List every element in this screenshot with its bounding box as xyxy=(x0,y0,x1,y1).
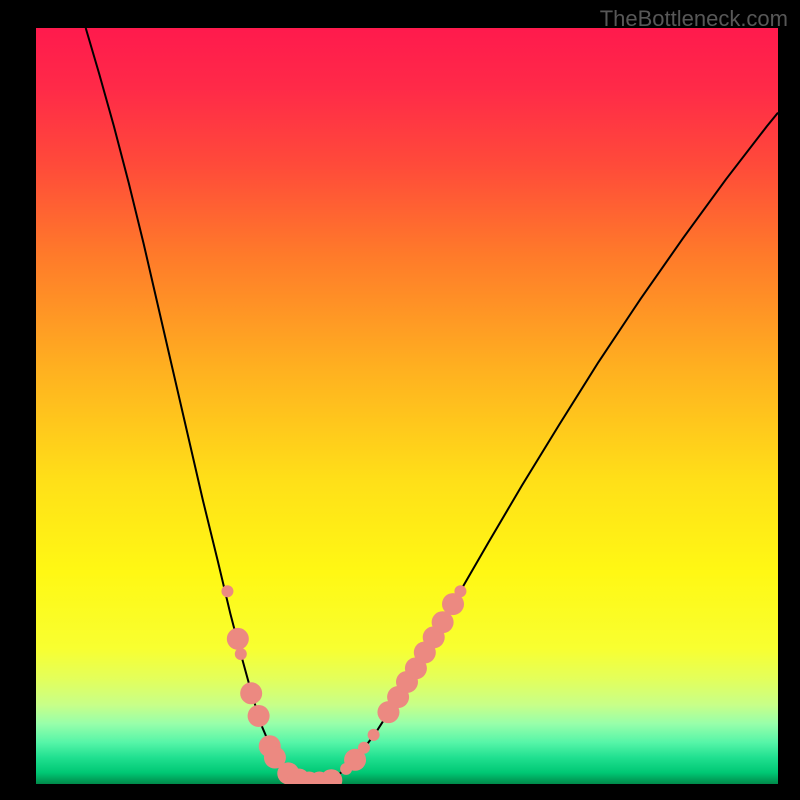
curve-marker xyxy=(454,585,466,597)
plot-area xyxy=(36,28,778,784)
curve-marker xyxy=(227,628,249,650)
watermark-text: TheBottleneck.com xyxy=(600,6,788,32)
chart-svg xyxy=(36,28,778,784)
chart-container: TheBottleneck.com xyxy=(0,0,800,800)
curve-marker xyxy=(368,729,380,741)
curve-marker xyxy=(235,648,247,660)
curve-marker xyxy=(240,682,262,704)
curve-marker xyxy=(358,742,370,754)
curve-marker xyxy=(221,585,233,597)
curve-marker xyxy=(248,705,270,727)
